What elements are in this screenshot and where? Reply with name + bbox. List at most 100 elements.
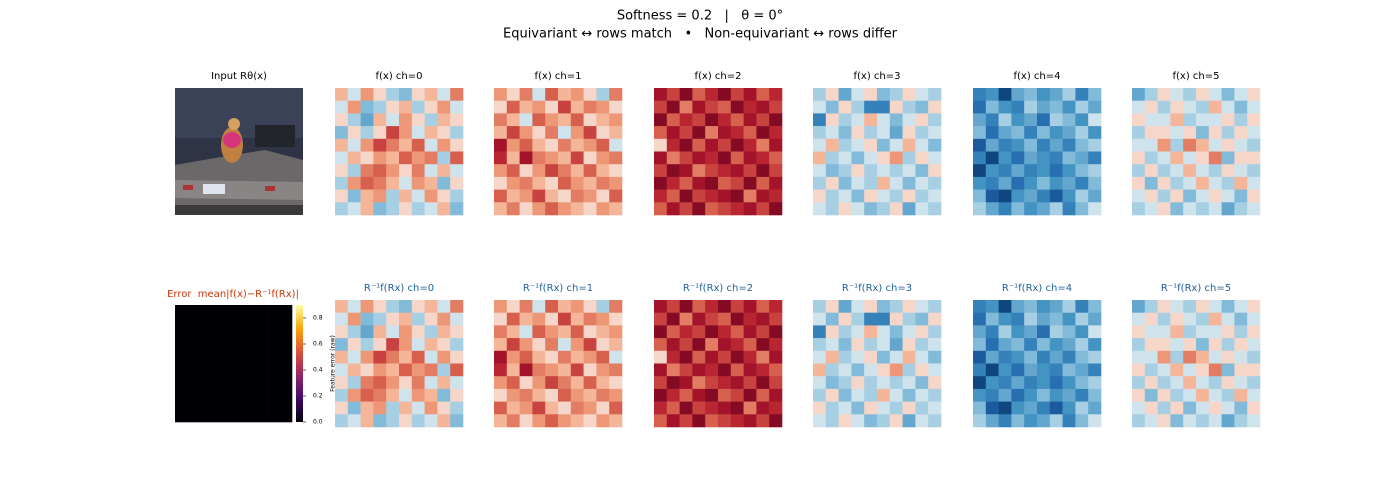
heatmap-cell	[360, 401, 374, 415]
heatmap-cell	[985, 350, 999, 364]
heatmap-cell	[1088, 401, 1102, 415]
heatmap-cell	[825, 300, 839, 313]
heatmap-cell	[889, 300, 903, 313]
error-cell	[210, 351, 223, 364]
heatmap-cell	[558, 401, 572, 415]
heatmap-cell	[437, 401, 451, 415]
heatmap-cell	[718, 189, 732, 203]
error-cell	[221, 305, 234, 317]
heatmap-cell	[1062, 202, 1076, 216]
heatmap-cell	[692, 325, 706, 339]
heatmap-cell	[386, 300, 400, 313]
heatmap-cell	[705, 312, 719, 326]
heatmap-cell	[399, 151, 413, 165]
heatmap-cell	[769, 300, 783, 313]
heatmap-cell	[730, 151, 744, 165]
heatmap-cell	[519, 350, 533, 364]
heatmap-cell	[609, 401, 623, 415]
heatmap-cell	[450, 401, 464, 415]
heatmap-cell	[437, 414, 451, 428]
heatmap-cell	[609, 138, 623, 152]
heatmap-cell	[851, 100, 865, 114]
heatmap-cell	[335, 363, 349, 377]
heatmap-cell	[654, 401, 668, 415]
heatmap-cell	[347, 350, 361, 364]
heatmap-cell	[506, 350, 520, 364]
heatmap-cell	[386, 376, 400, 390]
heatmap-cell	[998, 88, 1012, 101]
heatmap-cell	[838, 401, 852, 415]
heatmap-cell	[386, 88, 400, 101]
heatmap-cell	[654, 300, 668, 313]
heatmap-cell	[1088, 363, 1102, 377]
panel-title: f(x) ch=0	[376, 71, 423, 82]
heatmap-cell	[1011, 350, 1025, 364]
heatmap-cell	[596, 388, 610, 402]
heatmap-cell	[1144, 202, 1158, 216]
heatmap-cell	[424, 338, 438, 352]
heatmap-cell	[519, 176, 533, 190]
heatmap-cell	[399, 138, 413, 152]
error-cell	[210, 305, 223, 317]
heatmap-cell	[1132, 325, 1146, 339]
heatmap-cell	[411, 363, 425, 377]
heatmap-cell	[532, 100, 546, 114]
heatmap-cell	[494, 338, 508, 352]
heatmap-cell	[399, 164, 413, 178]
heatmap-cell	[1024, 138, 1038, 152]
heatmap-cell	[1049, 300, 1063, 313]
heatmap-cell	[1049, 189, 1063, 203]
heatmap-cell	[813, 189, 827, 203]
heatmap-cell	[889, 401, 903, 415]
heatmap-cell	[928, 88, 942, 101]
heatmap-cell	[1088, 176, 1102, 190]
heatmap-cell	[494, 164, 508, 178]
colorbar	[296, 305, 303, 422]
heatmap-cell	[915, 202, 929, 216]
heatmap-cell	[411, 88, 425, 101]
heatmap-cell	[596, 376, 610, 390]
heatmap-cell	[1024, 202, 1038, 216]
heatmap-cell	[545, 138, 559, 152]
heatmap-cell	[519, 164, 533, 178]
heatmap-cell	[1208, 325, 1222, 339]
heatmap-cell	[928, 401, 942, 415]
heatmap-cell	[545, 350, 559, 364]
heatmap-cell	[424, 164, 438, 178]
heatmap-cell	[1234, 151, 1248, 165]
heatmap-cell	[864, 126, 878, 140]
heatmap-cell	[877, 401, 891, 415]
heatmap-cell	[705, 325, 719, 339]
heatmap-cell	[654, 312, 668, 326]
heatmap-cell	[1049, 202, 1063, 216]
heatmap-cell	[494, 414, 508, 428]
heatmap-cell	[985, 138, 999, 152]
heatmap-cell	[743, 401, 757, 415]
heatmap-cell	[1183, 350, 1197, 364]
heatmap-cell	[399, 388, 413, 402]
heatmap-cell	[902, 338, 916, 352]
heatmap-cell	[1075, 164, 1089, 178]
heatmap-cell	[1075, 100, 1089, 114]
heatmap-cell	[666, 300, 680, 313]
heatmap-cell	[705, 202, 719, 216]
heatmap-cell	[386, 350, 400, 364]
heatmap-cell	[825, 176, 839, 190]
panel-title: f(x) ch=2	[695, 71, 742, 82]
heatmap-cell	[373, 138, 387, 152]
heatmap-cell	[1049, 100, 1063, 114]
heatmap-cell	[825, 138, 839, 152]
heatmap-cell	[1037, 401, 1051, 415]
heatmap-cell	[386, 164, 400, 178]
heatmap-cell	[813, 126, 827, 140]
heatmap-cell	[335, 376, 349, 390]
heatmap-cell	[570, 414, 584, 428]
heatmap-cell	[1183, 113, 1197, 127]
heatmap-cell	[851, 164, 865, 178]
heatmap-cell	[1157, 350, 1171, 364]
heatmap-cell	[583, 350, 597, 364]
heatmap-cell	[877, 176, 891, 190]
error-cell	[186, 398, 199, 411]
heatmap-cell	[450, 325, 464, 339]
heatmap-cell	[1208, 202, 1222, 216]
